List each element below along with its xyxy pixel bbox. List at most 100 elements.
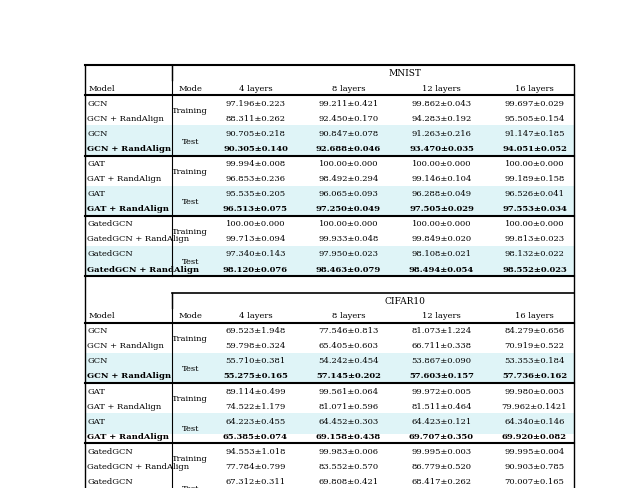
Text: GAT + RandAlign: GAT + RandAlign	[88, 402, 162, 410]
Text: 95.535±0.205: 95.535±0.205	[225, 190, 285, 198]
Text: Training: Training	[172, 227, 208, 235]
Text: Test: Test	[182, 485, 199, 488]
Text: 64.223±0.455: 64.223±0.455	[225, 417, 285, 425]
Text: 81.073±1.224: 81.073±1.224	[412, 326, 472, 335]
Text: GatedGCN + RandAlign: GatedGCN + RandAlign	[88, 462, 189, 470]
Text: 97.505±0.029: 97.505±0.029	[409, 205, 474, 213]
Text: 99.189±0.158: 99.189±0.158	[504, 175, 564, 183]
Text: GCN + RandAlign: GCN + RandAlign	[88, 145, 172, 153]
Text: 100.00±0.000: 100.00±0.000	[226, 220, 285, 228]
Text: 8 layers: 8 layers	[332, 84, 365, 93]
Text: 99.697±0.029: 99.697±0.029	[504, 100, 564, 108]
Text: 55.710±0.381: 55.710±0.381	[225, 357, 285, 365]
Text: 69.523±1.948: 69.523±1.948	[225, 326, 285, 335]
Text: 96.513±0.075: 96.513±0.075	[223, 205, 288, 213]
Text: 99.983±0.006: 99.983±0.006	[319, 447, 378, 455]
Text: 96.853±0.236: 96.853±0.236	[225, 175, 285, 183]
Text: 96.526±0.041: 96.526±0.041	[504, 190, 564, 198]
Text: 100.00±0.000: 100.00±0.000	[505, 220, 564, 228]
Text: GAT: GAT	[88, 190, 106, 198]
Text: 100.00±0.000: 100.00±0.000	[412, 220, 471, 228]
Text: CIFAR10: CIFAR10	[384, 296, 425, 305]
Text: Model: Model	[89, 84, 116, 93]
Text: 54.242±0.454: 54.242±0.454	[318, 357, 379, 365]
Text: 55.275±0.165: 55.275±0.165	[223, 372, 288, 380]
Text: 98.132±0.022: 98.132±0.022	[504, 250, 564, 258]
Text: 100.00±0.000: 100.00±0.000	[319, 220, 378, 228]
Text: 100.00±0.000: 100.00±0.000	[319, 160, 378, 168]
Text: 100.00±0.000: 100.00±0.000	[505, 160, 564, 168]
Text: 69.158±0.438: 69.158±0.438	[316, 432, 381, 440]
Text: GCN + RandAlign: GCN + RandAlign	[88, 342, 164, 349]
Text: GCN: GCN	[88, 326, 108, 335]
Text: 57.145±0.202: 57.145±0.202	[316, 372, 381, 380]
Bar	[85, 126, 573, 156]
Text: Test: Test	[182, 258, 199, 265]
Text: GAT: GAT	[88, 387, 106, 395]
Text: 12 layers: 12 layers	[422, 84, 461, 93]
Text: 97.553±0.034: 97.553±0.034	[502, 205, 567, 213]
Text: 8 layers: 8 layers	[332, 312, 365, 320]
Text: MNIST: MNIST	[388, 69, 421, 78]
Text: 64.423±0.121: 64.423±0.121	[412, 417, 472, 425]
Text: 77.784±0.799: 77.784±0.799	[225, 462, 285, 470]
Text: 74.522±1.179: 74.522±1.179	[225, 402, 285, 410]
Text: Test: Test	[182, 197, 199, 205]
Text: 53.353±0.184: 53.353±0.184	[504, 357, 564, 365]
Text: GCN: GCN	[88, 100, 108, 108]
Text: Training: Training	[172, 167, 208, 175]
Text: 94.051±0.052: 94.051±0.052	[502, 145, 567, 153]
Text: GatedGCN: GatedGCN	[88, 477, 133, 485]
Text: 98.463±0.079: 98.463±0.079	[316, 265, 381, 273]
Text: 92.450±0.170: 92.450±0.170	[318, 115, 378, 122]
Text: 99.211±0.421: 99.211±0.421	[318, 100, 379, 108]
Text: 91.263±0.216: 91.263±0.216	[412, 130, 472, 138]
Text: GAT + RandAlign: GAT + RandAlign	[88, 432, 170, 440]
Text: 81.071±0.596: 81.071±0.596	[318, 402, 378, 410]
Text: 66.711±0.338: 66.711±0.338	[412, 342, 472, 349]
Text: Mode: Mode	[179, 312, 202, 320]
Text: 97.196±0.223: 97.196±0.223	[225, 100, 285, 108]
Text: 98.552±0.023: 98.552±0.023	[502, 265, 567, 273]
Text: GatedGCN: GatedGCN	[88, 250, 133, 258]
Text: 65.405±0.603: 65.405±0.603	[319, 342, 378, 349]
Text: 99.813±0.023: 99.813±0.023	[504, 235, 564, 243]
Text: 70.007±0.165: 70.007±0.165	[504, 477, 564, 485]
Text: 98.494±0.054: 98.494±0.054	[409, 265, 474, 273]
Text: 95.505±0.154: 95.505±0.154	[504, 115, 564, 122]
Bar	[85, 413, 573, 443]
Text: 79.962±0.1421: 79.962±0.1421	[502, 402, 567, 410]
Text: 64.340±0.146: 64.340±0.146	[504, 417, 564, 425]
Text: GatedGCN: GatedGCN	[88, 447, 133, 455]
Text: 96.288±0.049: 96.288±0.049	[412, 190, 472, 198]
Text: 91.147±0.185: 91.147±0.185	[504, 130, 564, 138]
Text: 57.603±0.157: 57.603±0.157	[409, 372, 474, 380]
Text: GCN: GCN	[88, 130, 108, 138]
Text: 12 layers: 12 layers	[422, 312, 461, 320]
Text: 88.311±0.262: 88.311±0.262	[225, 115, 285, 122]
Text: GatedGCN + RandAlign: GatedGCN + RandAlign	[88, 265, 200, 273]
Text: 99.994±0.008: 99.994±0.008	[225, 160, 285, 168]
Text: 100.00±0.000: 100.00±0.000	[412, 160, 471, 168]
Text: 96.065±0.093: 96.065±0.093	[319, 190, 378, 198]
Text: GCN: GCN	[88, 357, 108, 365]
Text: 98.120±0.076: 98.120±0.076	[223, 265, 288, 273]
Text: GAT + RandAlign: GAT + RandAlign	[88, 205, 170, 213]
Text: Test: Test	[182, 364, 199, 372]
Text: GCN + RandAlign: GCN + RandAlign	[88, 115, 164, 122]
Text: 89.114±0.499: 89.114±0.499	[225, 387, 286, 395]
Text: 90.305±0.140: 90.305±0.140	[223, 145, 288, 153]
Text: 83.552±0.570: 83.552±0.570	[318, 462, 378, 470]
Text: 97.250±0.049: 97.250±0.049	[316, 205, 381, 213]
Text: 57.736±0.162: 57.736±0.162	[502, 372, 567, 380]
Text: 99.713±0.094: 99.713±0.094	[225, 235, 285, 243]
Bar	[85, 186, 573, 216]
Text: Training: Training	[172, 334, 208, 342]
Text: 99.995±0.004: 99.995±0.004	[504, 447, 564, 455]
Text: 64.452±0.303: 64.452±0.303	[318, 417, 379, 425]
Text: 98.492±0.294: 98.492±0.294	[318, 175, 379, 183]
Text: 99.862±0.043: 99.862±0.043	[412, 100, 472, 108]
Text: 99.933±0.048: 99.933±0.048	[318, 235, 379, 243]
Text: 99.972±0.005: 99.972±0.005	[412, 387, 472, 395]
Text: GCN + RandAlign: GCN + RandAlign	[88, 372, 172, 380]
